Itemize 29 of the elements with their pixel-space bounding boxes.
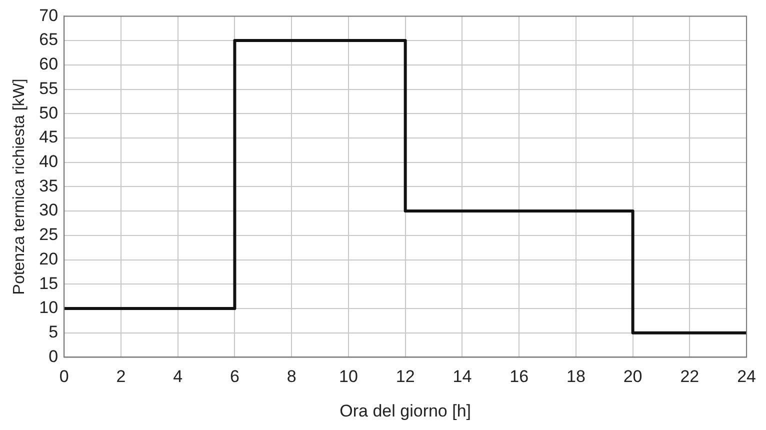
y-tick-label: 10 (39, 298, 58, 318)
x-tick-label: 18 (566, 367, 586, 386)
y-tick-label: 30 (39, 200, 58, 220)
x-tick-label: 2 (116, 367, 126, 386)
x-axis-title: Ora del giorno [h] (340, 401, 472, 420)
x-tick-label: 8 (286, 367, 296, 386)
y-tick-label: 35 (39, 176, 58, 196)
x-tick-label: 16 (510, 367, 529, 386)
x-tick-label: 6 (230, 367, 240, 386)
y-tick-label: 45 (39, 128, 58, 147)
y-tick-label: 70 (39, 6, 58, 25)
y-tick-label: 5 (48, 322, 58, 342)
x-tick-label: 14 (452, 367, 472, 386)
y-axis-title: Potenza termica richiesta [kW] (11, 78, 28, 295)
y-tick-label: 50 (39, 103, 58, 122)
y-tick-label: 25 (39, 225, 58, 244)
x-tick-label: 4 (173, 367, 183, 386)
y-tick-label: 0 (48, 346, 58, 366)
x-tick-label: 24 (737, 367, 756, 386)
x-tick-label: 10 (338, 367, 358, 386)
y-tick-label: 15 (39, 274, 58, 293)
y-tick-label: 60 (39, 54, 58, 74)
x-tick-label: 20 (623, 367, 642, 386)
x-tick-label: 12 (396, 367, 415, 386)
y-tick-label: 65 (39, 30, 58, 50)
y-tick-label: 20 (39, 249, 58, 268)
y-tick-label: 55 (39, 78, 58, 98)
y-tick-label: 40 (39, 152, 58, 172)
x-tick-label: 22 (680, 367, 700, 386)
